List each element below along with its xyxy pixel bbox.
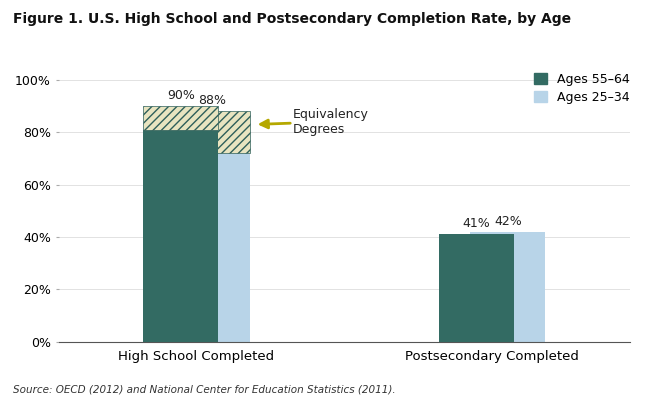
Legend: Ages 55–64, Ages 25–34: Ages 55–64, Ages 25–34: [534, 73, 630, 104]
Text: 42%: 42%: [494, 215, 522, 228]
Bar: [470, 232, 545, 342]
Text: Figure 1. U.S. High School and Postsecondary Completion Rate, by Age: Figure 1. U.S. High School and Postsecon…: [13, 12, 571, 26]
Text: 90%: 90%: [167, 89, 195, 102]
Text: 41%: 41%: [462, 217, 490, 230]
Bar: [175, 153, 250, 342]
Text: 88%: 88%: [198, 94, 226, 107]
Text: Equivalency
Degrees: Equivalency Degrees: [261, 108, 369, 136]
Bar: [439, 234, 513, 342]
Bar: [143, 130, 218, 342]
Bar: [175, 111, 250, 153]
Text: Source: OECD (2012) and National Center for Education Statistics (2011).: Source: OECD (2012) and National Center …: [13, 384, 395, 394]
Bar: [143, 106, 218, 130]
